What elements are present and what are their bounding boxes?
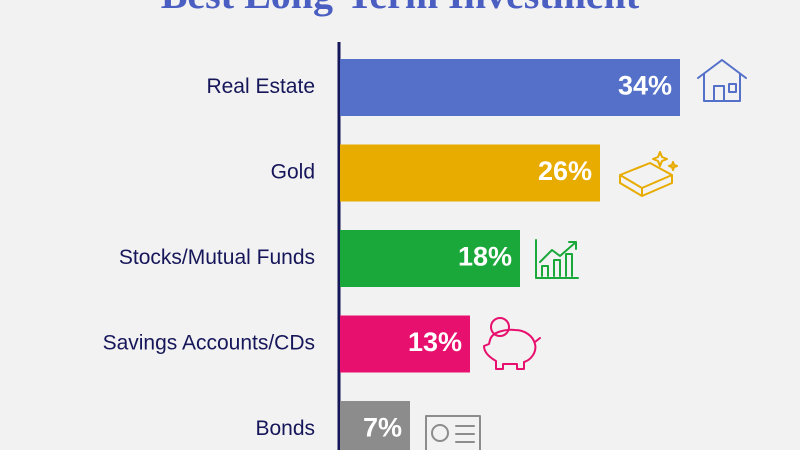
category-label: Stocks/Mutual Funds <box>119 246 315 269</box>
house-icon <box>697 59 747 102</box>
chart-title: Best Long-Term Investment <box>161 0 640 17</box>
category-label: Gold <box>271 161 315 184</box>
bond-icon <box>425 415 481 450</box>
bar <box>340 401 410 450</box>
value-label: 26% <box>538 156 592 186</box>
bar <box>340 59 680 116</box>
bar <box>340 315 470 373</box>
category-label: Real Estate <box>206 75 315 98</box>
value-label: 18% <box>458 242 512 272</box>
value-label: 7% <box>363 413 402 443</box>
category-label: Bonds <box>255 417 315 440</box>
stocks-icon <box>535 239 579 279</box>
value-label: 13% <box>408 327 462 357</box>
bar <box>340 230 520 287</box>
value-label: 34% <box>618 71 672 101</box>
piggy-icon <box>483 317 541 370</box>
gold-icon <box>619 151 678 197</box>
category-label: Savings Accounts/CDs <box>103 332 315 355</box>
bar <box>340 144 600 202</box>
